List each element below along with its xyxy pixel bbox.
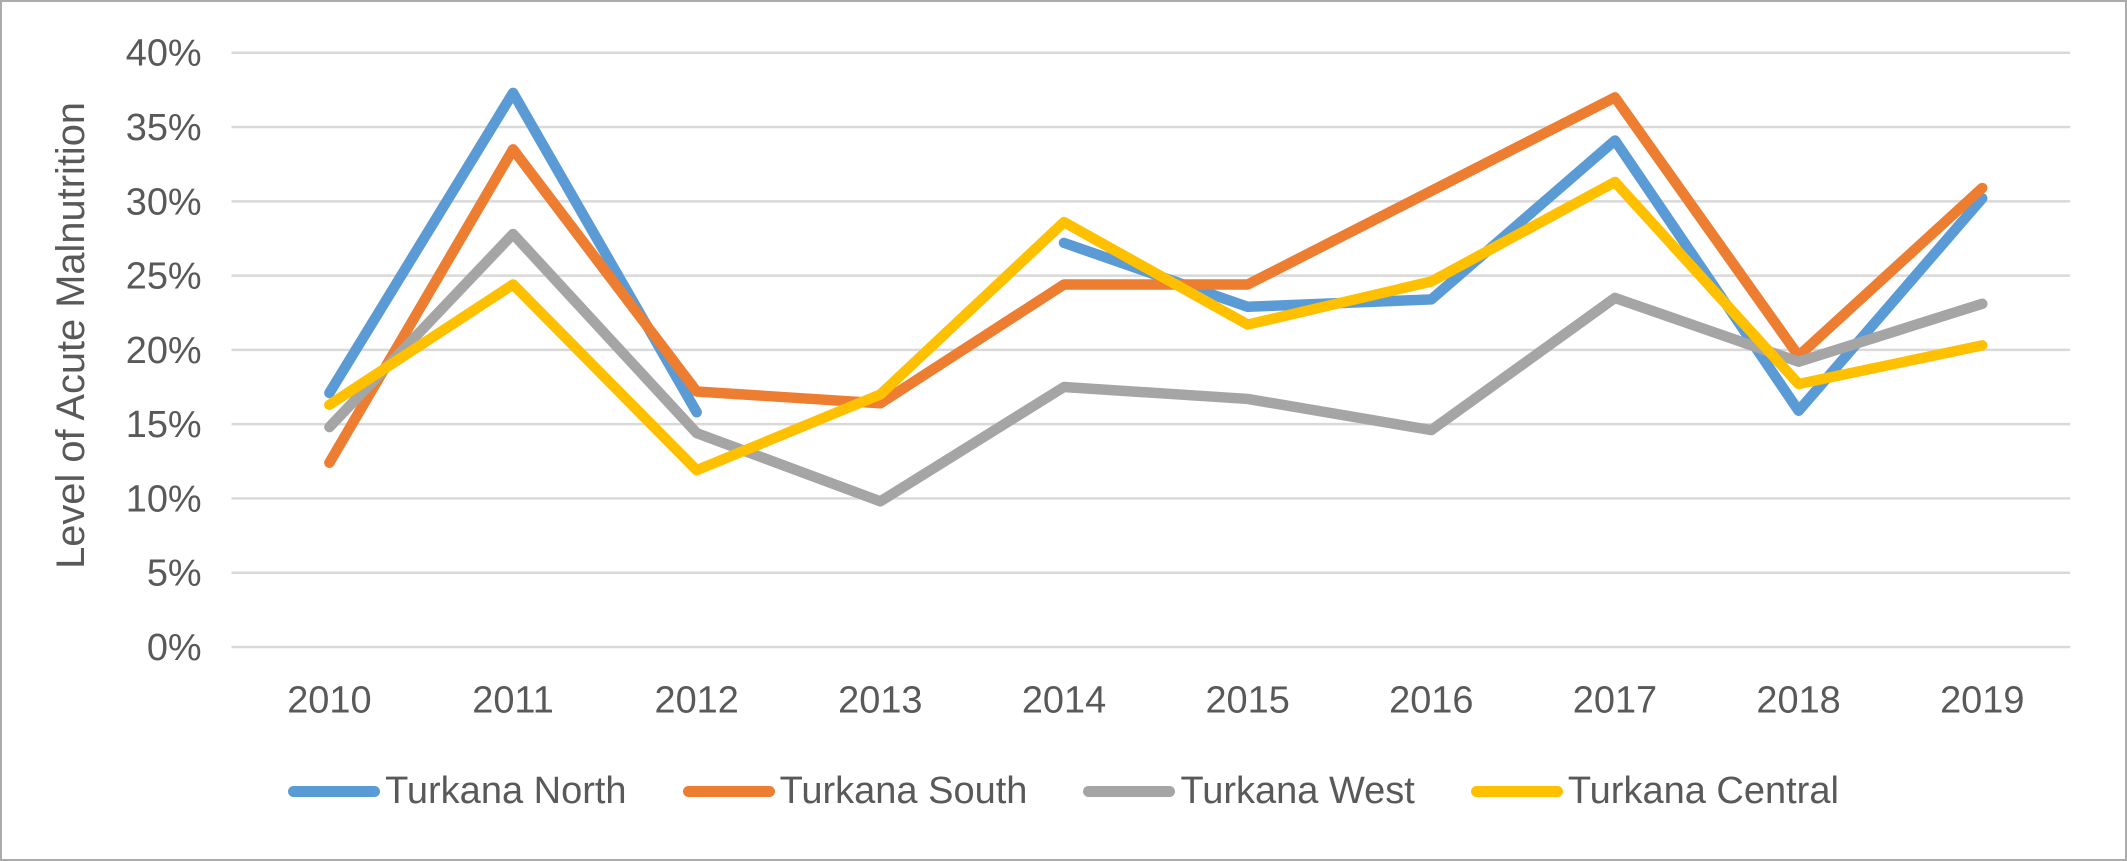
y-tick-label-30%: 30% bbox=[126, 181, 202, 223]
x-tick-label-2015: 2015 bbox=[1205, 680, 1289, 722]
legend-item-turkana-south: Turkana South bbox=[682, 769, 1028, 813]
series-line-turkana-central bbox=[324, 176, 1988, 476]
series-line-turkana-south bbox=[324, 92, 1988, 468]
x-axis-tick-labels: 2010 2011 2012 2013 2014 2015 2016 2017 2018 2019 bbox=[287, 680, 2024, 722]
x-tick-label-2014: 2014 bbox=[1022, 680, 1106, 722]
legend-swatch-turkana-north bbox=[288, 785, 381, 797]
y-tick-label-40%: 40% bbox=[126, 33, 202, 75]
legend-swatch-turkana-west bbox=[1083, 785, 1176, 797]
series-line-turkana-west bbox=[324, 228, 1988, 507]
legend-label-turkana-south: Turkana South bbox=[779, 769, 1028, 812]
legend-label-turkana-north: Turkana North bbox=[385, 769, 627, 812]
x-tick-label-2010: 2010 bbox=[287, 680, 371, 722]
x-tick-label-2011: 2011 bbox=[472, 680, 554, 722]
y-tick-label-25%: 25% bbox=[126, 256, 202, 298]
x-tick-label-2016: 2016 bbox=[1389, 680, 1473, 722]
legend-item-turkana-west: Turkana West bbox=[1083, 769, 1415, 813]
chart-legend: Turkana North Turkana South Turkana West Tu… bbox=[2, 762, 2125, 820]
y-tick-label-35%: 35% bbox=[126, 107, 202, 149]
legend-label-turkana-central: Turkana Central bbox=[1567, 769, 1839, 812]
y-tick-label-20%: 20% bbox=[126, 330, 202, 372]
y-tick-label-5%: 5% bbox=[147, 553, 202, 595]
legend-item-turkana-central: Turkana Central bbox=[1470, 769, 1839, 813]
legend-item-turkana-north: Turkana North bbox=[288, 769, 627, 813]
legend-swatch-turkana-south bbox=[682, 785, 775, 797]
y-axis-tick-labels: 0% 5% 10% 15% 20% 25% 30% 35% 40% bbox=[126, 33, 202, 669]
x-tick-label-2017: 2017 bbox=[1573, 680, 1657, 722]
x-tick-label-2018: 2018 bbox=[1756, 680, 1840, 722]
x-tick-label-2012: 2012 bbox=[655, 680, 739, 722]
y-tick-label-10%: 10% bbox=[126, 478, 202, 520]
x-tick-label-2019: 2019 bbox=[1940, 680, 2024, 722]
legend-swatch-turkana-central bbox=[1470, 785, 1563, 797]
legend-label-turkana-west: Turkana West bbox=[1180, 769, 1415, 812]
y-tick-label-15%: 15% bbox=[126, 404, 202, 446]
x-tick-label-2013: 2013 bbox=[838, 680, 922, 722]
series-lines-group bbox=[324, 87, 1988, 507]
y-tick-label-0%: 0% bbox=[147, 627, 202, 669]
y-axis-title: Level of Acute Malnutrition bbox=[49, 102, 93, 569]
series-line-turkana-north bbox=[324, 87, 1988, 418]
